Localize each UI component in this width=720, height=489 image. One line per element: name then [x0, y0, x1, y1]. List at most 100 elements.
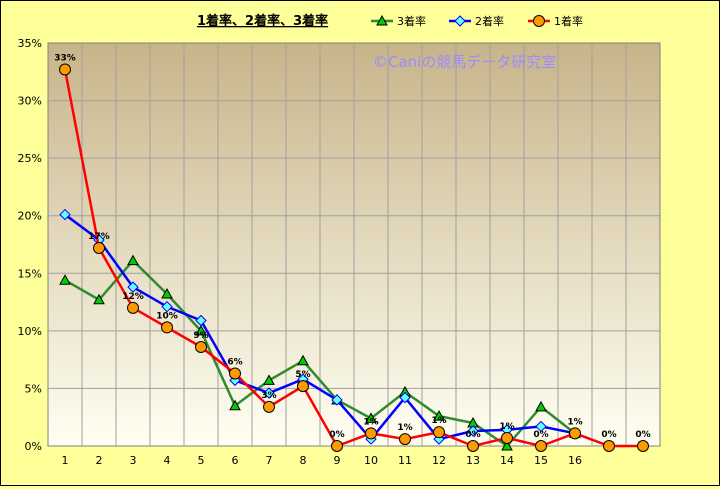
- triangle-marker: [365, 412, 377, 423]
- y-tick-label: 30%: [18, 95, 42, 108]
- data-label: 10%: [156, 311, 178, 321]
- diamond-marker: [454, 15, 466, 27]
- series-line: [63, 69, 643, 448]
- circle-marker: [195, 340, 207, 353]
- circle-marker: [535, 440, 547, 452]
- diamond-marker: [195, 314, 207, 327]
- y-tick-label: 0%: [25, 440, 42, 453]
- diamond-marker: [331, 394, 343, 406]
- legend-item: 1着率: [528, 14, 583, 28]
- gridlines: [48, 43, 660, 446]
- circle-marker: [59, 63, 71, 76]
- diamond-marker: [535, 420, 547, 433]
- triangle-marker: [127, 254, 139, 266]
- data-label: 9%: [193, 331, 208, 341]
- data-label: 1%: [363, 417, 378, 427]
- triangle-marker: [229, 399, 241, 411]
- circle-marker: [467, 440, 479, 452]
- series-line: [64, 258, 576, 448]
- x-tick-label: 7: [266, 454, 273, 467]
- diamond-marker: [127, 281, 139, 293]
- data-labels: 33% 17% 12% 10% 9% 6% 3% 5% 0% 1% 1% 1% 0% 1% 0% 1% 0% 0%: [54, 53, 650, 440]
- triangle-marker: [433, 410, 445, 421]
- chart-title: 1着率、2着率、3着率: [197, 13, 328, 29]
- x-tick-label: 6: [232, 454, 239, 467]
- triangle-marker: [93, 293, 105, 305]
- data-label: 12%: [122, 292, 144, 302]
- x-tick-label: 14: [500, 454, 514, 467]
- circle-marker: [433, 426, 445, 439]
- y-tick-label: 10%: [18, 325, 42, 338]
- circle-marker: [637, 440, 649, 452]
- series-circle: [59, 63, 649, 452]
- data-label: 1%: [567, 417, 582, 427]
- circle-marker: [365, 427, 377, 440]
- axes: 0%5%10%15%20%25%30%35%1 2 3 4 5 6 7 8 9 10 11 12 13 1…: [18, 37, 582, 467]
- y-tick-label: 5%: [25, 382, 42, 395]
- watermark-text: ©Caniの競馬データ研究室: [373, 53, 556, 71]
- data-label: 6%: [227, 357, 242, 367]
- data-label: 0%: [635, 430, 650, 440]
- x-tick-label: 10: [364, 454, 378, 467]
- diamond-marker: [59, 208, 71, 221]
- series-line: [64, 213, 576, 442]
- circle-marker: [501, 431, 513, 444]
- circle-marker: [331, 440, 343, 452]
- triangle-marker: [535, 400, 547, 412]
- data-label: 0%: [533, 430, 548, 440]
- triangle-marker: [297, 354, 309, 366]
- circle-marker: [603, 440, 615, 452]
- diamond-marker: [161, 300, 173, 313]
- y-tick-label: 25%: [18, 152, 42, 165]
- triangle-marker: [501, 439, 513, 451]
- data-label: 3%: [261, 391, 276, 401]
- series-lines: [59, 63, 649, 452]
- diamond-marker: [467, 425, 479, 437]
- diamond-marker: [263, 387, 275, 399]
- triangle-marker: [376, 14, 388, 26]
- x-tick-label: 13: [466, 454, 480, 467]
- circle-marker: [229, 367, 241, 380]
- data-label: 0%: [329, 430, 344, 440]
- data-label: 1%: [397, 423, 412, 433]
- data-label: 0%: [465, 430, 480, 440]
- legend-item: 2着率: [449, 14, 504, 28]
- circle-marker: [161, 321, 173, 334]
- y-tick-label: 15%: [18, 267, 42, 280]
- circle-marker: [263, 400, 275, 413]
- x-tick-label: 5: [198, 454, 205, 467]
- circle-marker: [127, 301, 139, 314]
- y-tick-label: 20%: [18, 210, 42, 223]
- legend-label: 1着率: [554, 14, 583, 28]
- legend: 3着率 2着率 1着率: [371, 14, 583, 28]
- x-tick-label: 11: [398, 454, 412, 467]
- legend-label: 2着率: [475, 14, 504, 28]
- x-tick-label: 1: [62, 454, 69, 467]
- triangle-marker: [59, 274, 71, 285]
- legend-label: 3着率: [397, 14, 426, 28]
- x-tick-label: 8: [300, 454, 307, 467]
- data-label: 17%: [88, 232, 110, 242]
- data-label: 0%: [601, 430, 616, 440]
- x-tick-label: 15: [534, 454, 548, 467]
- legend-item: 3着率: [371, 14, 426, 28]
- data-label: 1%: [499, 422, 514, 432]
- circle-marker: [399, 433, 411, 446]
- x-tick-label: 3: [130, 454, 137, 467]
- x-tick-label: 4: [164, 454, 171, 467]
- data-label: 33%: [54, 53, 76, 63]
- circle-marker: [297, 380, 309, 393]
- circle-marker: [569, 427, 581, 440]
- circle-marker: [533, 15, 545, 27]
- diamond-marker: [399, 391, 411, 404]
- x-tick-label: 16: [568, 454, 582, 467]
- triangle-marker: [263, 374, 275, 385]
- data-label: 5%: [295, 370, 310, 380]
- triangle-marker: [161, 287, 173, 299]
- x-tick-label: 12: [432, 454, 446, 467]
- y-tick-label: 35%: [18, 37, 42, 50]
- data-label: 1%: [431, 416, 446, 426]
- x-tick-label: 2: [96, 454, 103, 467]
